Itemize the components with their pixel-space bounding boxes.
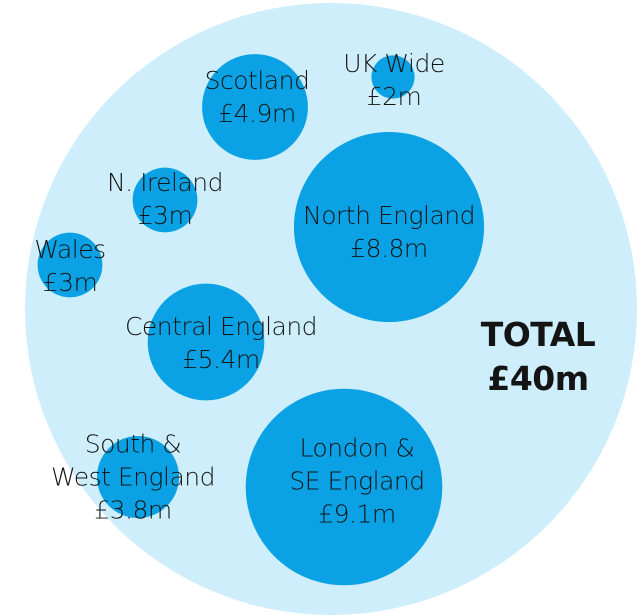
- region-name: South &: [84, 429, 182, 459]
- region-name: North England: [303, 201, 476, 230]
- bubble-label: Wales £3m: [34, 233, 106, 299]
- bubble: [202, 54, 308, 160]
- amount-label: £5.4m: [182, 345, 260, 374]
- bubble: [371, 55, 415, 99]
- bubble: [293, 131, 485, 323]
- total-amount: £40m: [487, 359, 589, 398]
- bubble-label: Scotland £4.9m: [205, 64, 310, 130]
- region-name: West England: [50, 462, 216, 492]
- amount-label: £3m: [42, 268, 98, 297]
- amount-label: £3.8m: [94, 495, 172, 525]
- amount-label: £9.1m: [318, 499, 396, 529]
- bubble-label: South & West England £3.8m: [50, 428, 216, 527]
- amount-label: £4.9m: [218, 99, 296, 128]
- bubble: [37, 232, 103, 298]
- bubble-label: UK Wide £2m: [343, 47, 445, 113]
- amount-label: £3m: [137, 201, 193, 230]
- bubble: [245, 388, 443, 586]
- amount-label: £2m: [366, 82, 422, 111]
- bubble: [147, 283, 265, 401]
- region-name: Scotland: [204, 66, 310, 95]
- bubble-label: North England £8.8m: [303, 199, 476, 265]
- region-name: N. Ireland: [106, 168, 224, 197]
- region-name: Central England: [124, 312, 318, 341]
- region-name: London &: [299, 433, 415, 463]
- bubble: [132, 167, 198, 233]
- region-name: Wales: [34, 235, 106, 264]
- region-name: SE England: [289, 466, 425, 496]
- bubble: [96, 435, 180, 519]
- amount-label: £8.8m: [350, 234, 428, 263]
- total-title: TOTAL: [480, 315, 596, 354]
- total-bubble: [25, 3, 637, 615]
- bubble-label: Central England £5.4m: [124, 310, 318, 376]
- total-label: TOTAL £40m: [481, 313, 596, 401]
- region-name: UK Wide: [343, 49, 445, 78]
- bubble-label: N. Ireland £3m: [106, 166, 224, 232]
- bubble-label: London & SE England £9.1m: [289, 432, 425, 531]
